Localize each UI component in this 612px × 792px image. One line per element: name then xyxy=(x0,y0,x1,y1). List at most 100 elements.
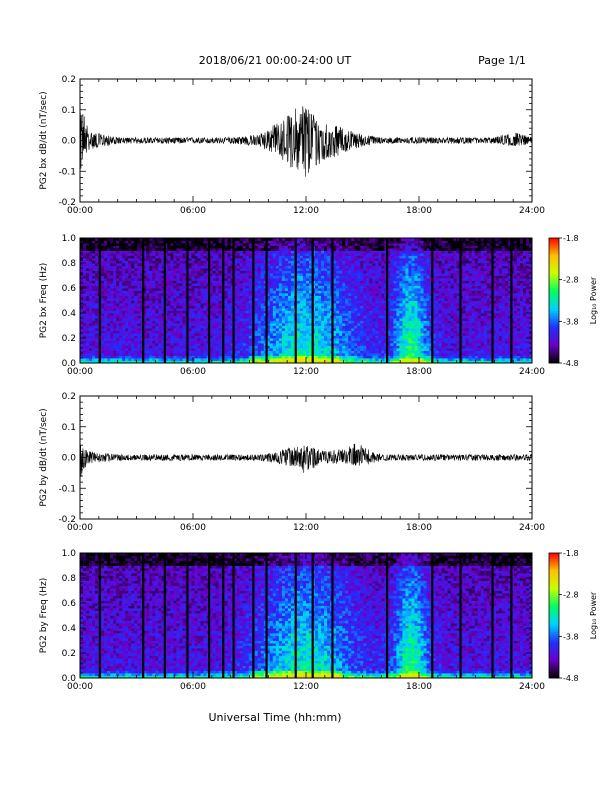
heatmap-cell xyxy=(227,263,232,266)
heatmap-cell xyxy=(137,350,141,354)
heatmap-cell xyxy=(257,238,262,241)
heatmap-cell xyxy=(152,238,156,241)
heatmap-cell xyxy=(366,240,370,244)
heatmap-cell xyxy=(113,338,117,341)
heatmap-cell xyxy=(131,335,135,339)
heatmap-cell xyxy=(188,335,192,339)
heatmap-cell xyxy=(215,288,220,291)
heatmap-cell xyxy=(137,315,141,319)
heatmap-cell xyxy=(278,313,283,316)
heatmap-cell xyxy=(354,250,358,254)
heatmap-cell xyxy=(128,300,132,304)
heatmap-cell xyxy=(149,298,153,301)
heatmap-cell xyxy=(260,343,265,346)
heatmap-cell xyxy=(236,315,241,319)
heatmap-cell xyxy=(113,278,117,281)
heatmap-cell xyxy=(360,360,364,364)
heatmap-cell xyxy=(348,265,352,269)
heatmap-cell xyxy=(128,273,132,276)
heatmap-cell xyxy=(161,265,165,269)
heatmap-cell xyxy=(227,318,232,321)
heatmap-cell xyxy=(200,268,204,271)
heatmap-cell xyxy=(281,283,286,286)
heatmap-cell xyxy=(302,290,307,294)
heatmap-cell xyxy=(107,268,111,271)
heatmap-cell xyxy=(345,330,349,334)
heatmap-cell xyxy=(372,313,376,316)
heatmap-cell xyxy=(321,278,325,281)
heatmap-cell xyxy=(278,335,283,339)
heatmap-cell xyxy=(357,330,361,334)
heatmap-cell xyxy=(128,348,132,351)
heatmap-cell xyxy=(188,330,192,334)
heatmap-cell xyxy=(248,358,253,361)
heatmap-cell xyxy=(287,295,292,299)
heatmap-cell xyxy=(83,255,87,259)
heatmap-cell xyxy=(146,293,150,296)
heatmap-cell xyxy=(266,330,271,334)
heatmap-cell xyxy=(302,355,307,359)
heatmap-cell xyxy=(134,330,138,334)
heatmap-cell xyxy=(351,340,355,344)
heatmap-cell xyxy=(296,318,301,321)
heatmap-cell xyxy=(140,305,144,309)
heatmap-cell xyxy=(324,238,328,241)
heatmap-cell xyxy=(92,318,96,321)
heatmap-cell xyxy=(260,310,265,314)
heatmap-cell xyxy=(146,270,150,274)
heatmap-cell xyxy=(372,308,376,311)
heatmap-cell xyxy=(203,323,207,326)
heatmap-cell xyxy=(107,350,111,354)
heatmap-cell xyxy=(290,290,295,294)
heatmap-cell xyxy=(360,240,364,244)
heatmap-cell xyxy=(321,273,325,276)
heatmap-cell xyxy=(140,258,144,261)
heatmap-cell xyxy=(188,258,192,261)
heatmap-cell xyxy=(339,345,343,349)
heatmap-cell xyxy=(89,298,93,301)
heatmap-cell xyxy=(257,295,262,299)
heatmap-cell xyxy=(182,313,186,316)
heatmap-cell xyxy=(281,320,286,324)
heatmap-cell xyxy=(242,240,247,244)
heatmap-cell xyxy=(179,313,183,316)
heatmap-cell xyxy=(230,323,235,326)
heatmap-cell xyxy=(315,303,319,306)
heatmap-cell xyxy=(315,325,319,329)
heatmap-cell xyxy=(336,273,340,276)
heatmap-cell xyxy=(194,323,198,326)
heatmap-cell xyxy=(372,323,376,326)
heatmap-cell xyxy=(230,273,235,276)
heatmap-cell xyxy=(107,338,111,341)
heatmap-cell xyxy=(134,263,138,266)
heatmap-cell xyxy=(182,355,186,359)
heatmap-cell xyxy=(140,310,144,314)
heatmap-cell xyxy=(351,300,355,304)
heatmap-cell xyxy=(125,263,129,266)
heatmap-cell xyxy=(233,248,238,251)
heatmap-cell xyxy=(203,333,207,336)
heatmap-cell xyxy=(167,293,171,296)
heatmap-cell xyxy=(92,258,96,261)
heatmap-cell xyxy=(134,258,138,261)
heatmap-cell xyxy=(366,328,370,331)
heatmap-cell xyxy=(137,345,141,349)
heatmap-cell xyxy=(306,260,310,264)
heatmap-cell xyxy=(212,270,216,274)
heatmap-cell xyxy=(173,358,177,361)
heatmap-cell xyxy=(233,323,238,326)
heatmap-cell xyxy=(137,275,141,279)
heatmap-cell xyxy=(233,295,238,299)
heatmap-cell xyxy=(92,243,96,246)
heatmap-cell xyxy=(83,305,87,309)
heatmap-cell xyxy=(333,253,337,256)
heatmap-cell xyxy=(173,315,177,319)
heatmap-cell xyxy=(212,335,216,339)
heatmap-cell xyxy=(242,305,247,309)
heatmap-cell xyxy=(254,350,259,354)
heatmap-cell xyxy=(275,263,280,266)
heatmap-cell xyxy=(179,273,183,276)
heatmap-cell xyxy=(209,325,213,329)
heatmap-cell xyxy=(83,333,87,336)
heatmap-cell xyxy=(128,353,132,356)
